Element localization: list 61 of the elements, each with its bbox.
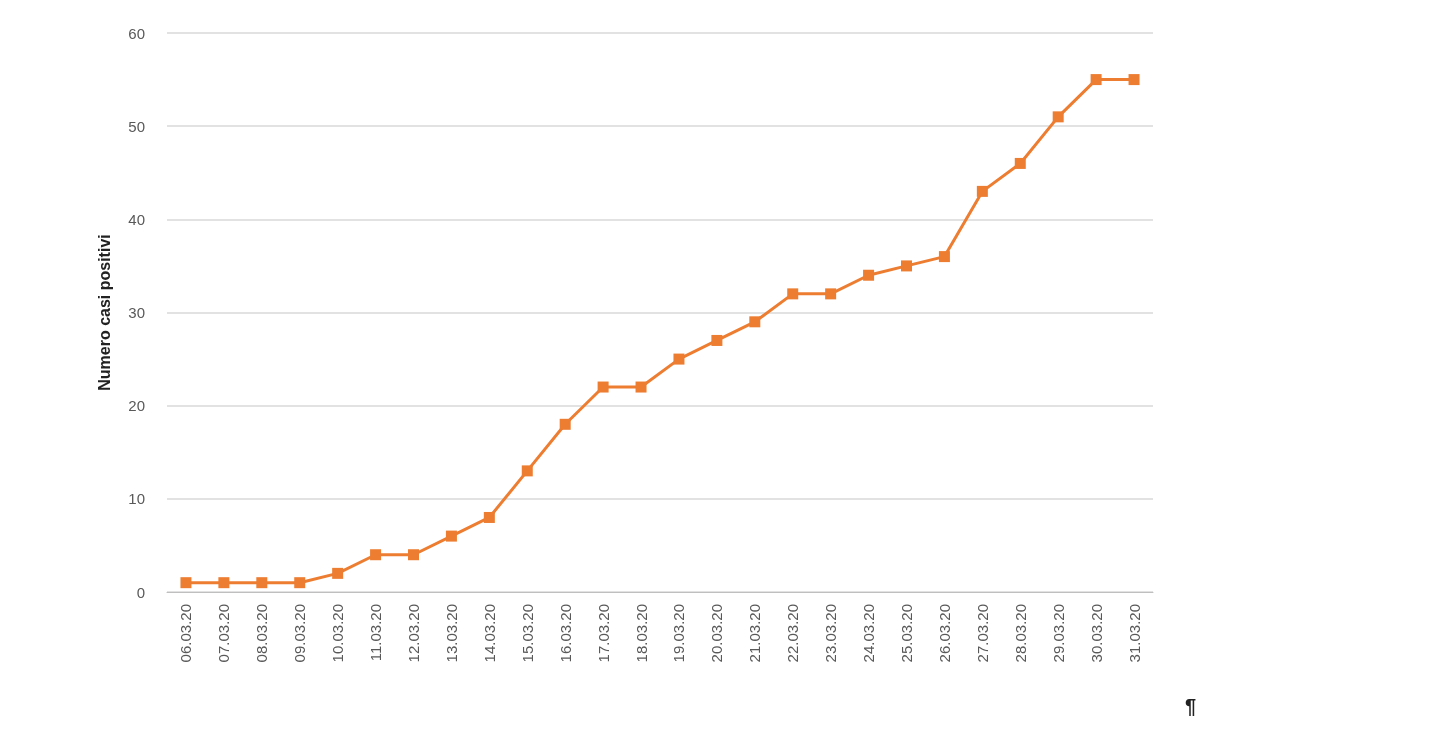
point bbox=[521, 465, 533, 477]
x-tick-label: 10.03.20 bbox=[329, 604, 347, 663]
x-tick-label: 22.03.20 bbox=[784, 604, 802, 663]
y-tick-label: 20 bbox=[128, 397, 145, 415]
x-tick-label: 26.03.20 bbox=[935, 604, 953, 663]
x-tick-label: 23.03.20 bbox=[822, 604, 840, 663]
x-tick-label: 25.03.20 bbox=[898, 604, 915, 663]
point bbox=[332, 567, 344, 579]
point bbox=[1014, 157, 1026, 169]
point bbox=[294, 577, 306, 589]
point bbox=[1052, 111, 1064, 123]
x-tick-label: 07.03.20 bbox=[215, 604, 233, 663]
x-tick-label: 19.03.20 bbox=[670, 604, 688, 663]
point bbox=[673, 353, 685, 365]
point bbox=[597, 381, 609, 393]
x-tick-label: 28.03.20 bbox=[1011, 604, 1029, 663]
x-tick-label: 15.03.20 bbox=[518, 604, 536, 663]
point bbox=[901, 260, 912, 272]
y-tick-label: 50 bbox=[128, 117, 145, 135]
x-tick-label: 16.03.20 bbox=[556, 604, 574, 663]
x-tick-label: 13.03.20 bbox=[442, 604, 460, 663]
x-tick-label: 18.03.20 bbox=[632, 604, 650, 663]
x-tick-label: 31.03.20 bbox=[1125, 604, 1143, 663]
y-axis-title: Numero casi positivi bbox=[95, 234, 113, 391]
x-tick-label: 20.03.20 bbox=[708, 604, 726, 663]
x-tick-label: 11.03.20 bbox=[367, 604, 385, 662]
y-tick-label: 10 bbox=[128, 490, 145, 508]
point bbox=[976, 185, 988, 197]
x-tick-label: 24.03.20 bbox=[860, 604, 878, 663]
x-tick-label: 09.03.20 bbox=[291, 604, 309, 663]
x-tick-label: 06.03.20 bbox=[177, 604, 195, 663]
x-tick-label: 27.03.20 bbox=[973, 604, 991, 663]
x-tick-label: 30.03.20 bbox=[1087, 604, 1105, 663]
x-tick-label: 29.03.20 bbox=[1049, 604, 1067, 663]
point bbox=[635, 381, 647, 393]
y-tick-label: 30 bbox=[128, 304, 145, 321]
point bbox=[559, 418, 571, 430]
point bbox=[218, 577, 230, 589]
point bbox=[483, 511, 495, 523]
point bbox=[863, 269, 875, 281]
point bbox=[1128, 74, 1140, 86]
x-tick-label: 21.03.20 bbox=[746, 604, 764, 663]
x-tick-label: 14.03.20 bbox=[480, 604, 498, 663]
text: ¶ bbox=[1185, 695, 1197, 718]
x-tick-label: 17.03.20 bbox=[594, 604, 612, 663]
x-tick-label: 12.03.20 bbox=[405, 604, 422, 663]
point bbox=[787, 288, 799, 300]
point bbox=[370, 549, 382, 561]
point bbox=[749, 316, 761, 328]
point bbox=[445, 530, 457, 542]
y-tick-label: 60 bbox=[128, 24, 145, 42]
point bbox=[711, 334, 723, 346]
point bbox=[938, 251, 950, 263]
point bbox=[180, 577, 192, 589]
point bbox=[825, 288, 837, 300]
y-tick-label: 40 bbox=[128, 210, 145, 228]
point bbox=[1090, 74, 1102, 86]
x-tick-label: 08.03.20 bbox=[253, 604, 271, 663]
point bbox=[256, 577, 268, 589]
point bbox=[408, 549, 419, 561]
y-tick-label: 0 bbox=[136, 583, 145, 601]
